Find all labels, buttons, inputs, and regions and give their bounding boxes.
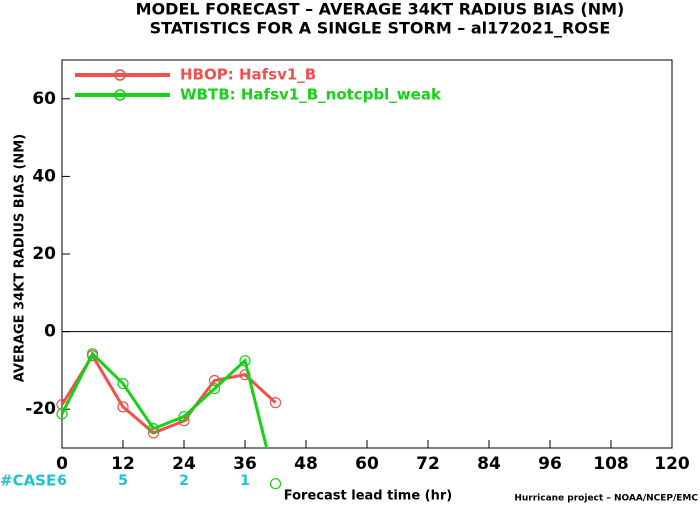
plot-frame [61,59,673,449]
x-tick-label: 48 [294,454,318,474]
chart-title: MODEL FORECAST – AVERAGE 34KT RADIUS BIA… [136,0,625,19]
x-axis-label: Forecast lead time (hr) [284,489,452,504]
point-marker [56,408,68,420]
case-count: 5 [118,473,128,489]
x-tick-label: 84 [477,454,501,474]
point-marker [239,355,251,367]
point-marker [117,377,129,390]
x-tick-label: 24 [172,454,196,474]
point-marker [178,410,190,423]
x-tick-label: 72 [416,454,440,474]
y-tick-label: -20 [25,399,56,419]
legend-marker [114,89,126,101]
y-tick-label: 60 [32,89,56,109]
point-marker [269,397,282,409]
x-tick-label: 12 [111,454,135,474]
point-marker [147,423,160,435]
y-axis-label: AVERAGE 34KT RADIUS BIAS (NM) [13,134,28,382]
point-marker [269,478,282,490]
y-tick-label: 0 [44,322,56,342]
y-tick-label: 40 [32,166,56,186]
x-tick-label: 36 [233,454,257,474]
legend-marker [114,69,126,81]
y-tick-label: 20 [32,244,56,264]
x-tick-label: 0 [56,454,68,474]
point-marker [208,383,221,395]
point-marker [208,374,221,387]
legend-label: HBOP: Hafsv1_B [180,66,316,84]
case-count: 6 [57,473,67,489]
x-tick-label: 120 [654,454,690,474]
case-count: 1 [240,473,250,489]
x-tick-label: 96 [538,454,562,474]
chart-subtitle: STATISTICS FOR A SINGLE STORM – al172021… [150,19,611,38]
series-line [62,351,269,448]
case-label: #CASE [0,472,56,490]
x-tick-label: 60 [355,454,379,474]
x-tick-label: 108 [593,454,629,474]
footer: Hurricane project – NOAA/NCEP/EMC [514,494,698,504]
point-marker [86,348,99,360]
legend-label: WBTB: Hafsv1_B_notcpbl_weak [180,86,442,104]
point-marker [117,401,129,413]
case-count: 2 [179,473,189,489]
